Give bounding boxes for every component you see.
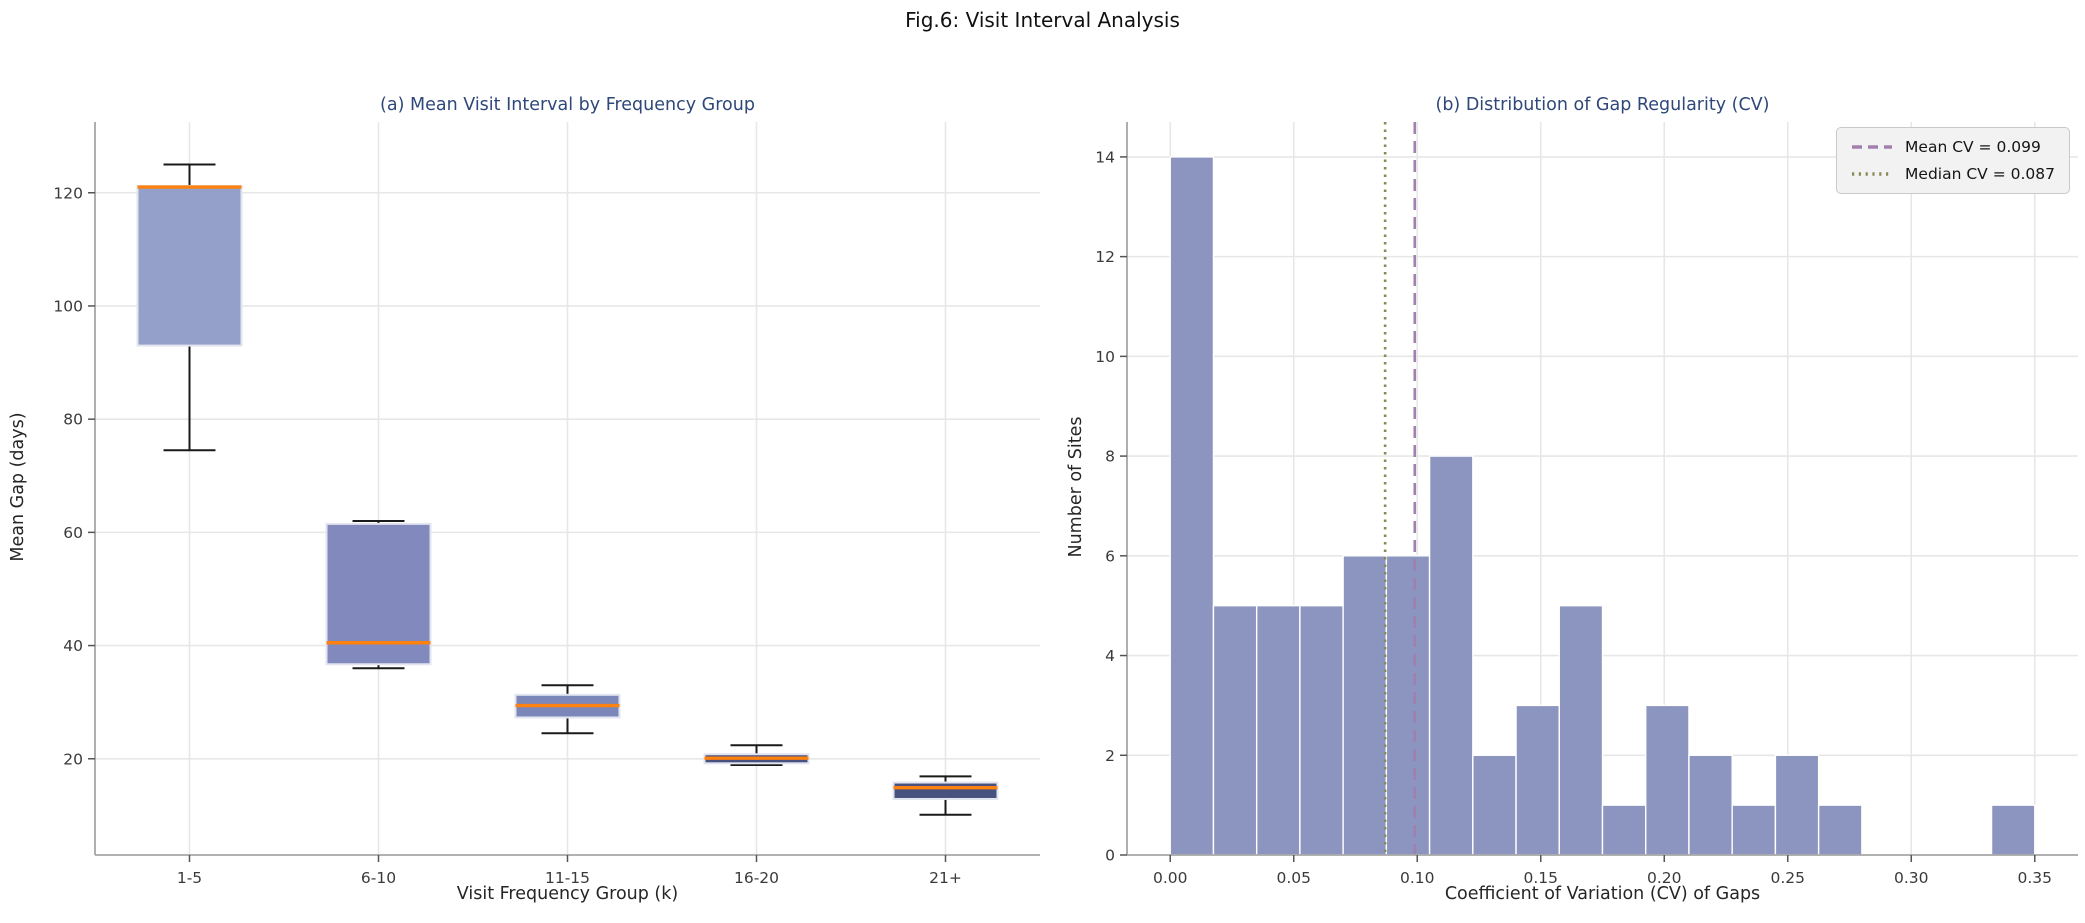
y-tick-label: 60	[63, 524, 83, 542]
subplot-a-title: (a) Mean Visit Interval by Frequency Gro…	[380, 95, 755, 115]
histogram-canvas: 0 2 4 6 8 10 12 14 0.00 0.05 0.10 0.15 0.20 0.25 0.30 0…	[1095, 122, 2078, 887]
x-tick-label: 16-20	[734, 869, 779, 887]
box-iqr	[325, 522, 432, 666]
box-plot-16-20	[703, 744, 810, 767]
y-tick-label: 80	[63, 411, 83, 429]
histogram-bar	[1731, 804, 1777, 856]
box-plot-6-10	[325, 520, 432, 670]
histogram-bar	[1428, 455, 1474, 856]
boxplot-yaxis-label: Mean Gap (days)	[8, 412, 28, 562]
subplot-b-title: (b) Distribution of Gap Regularity (CV)	[1435, 95, 1770, 115]
y-tick-label: 10	[1095, 348, 1115, 366]
histogram-bar	[1255, 604, 1301, 856]
legend-label-mean-cv: Mean CV = 0.099	[1905, 138, 2041, 156]
histogram-bar	[1472, 754, 1517, 856]
figure-title: Fig.6: Visit Interval Analysis	[905, 8, 1180, 32]
histogram-bar	[1385, 555, 1431, 856]
y-tick-label: 2	[1105, 747, 1115, 765]
x-tick-label: 0.10	[1400, 869, 1435, 887]
histogram-bar	[1169, 156, 1215, 856]
mean-cv-dashed-line-icon	[1852, 145, 1893, 149]
legend-item-median-cv: Median CV = 0.087	[1851, 165, 2055, 183]
box-plot-1-5	[136, 163, 243, 452]
x-tick-label: 21+	[929, 869, 962, 887]
histogram-bar	[1990, 804, 2036, 856]
y-tick-label: 6	[1105, 547, 1115, 565]
box-plot-21+	[892, 775, 999, 816]
histogram-bar	[1342, 555, 1388, 856]
y-tick-label: 12	[1095, 248, 1115, 266]
median-cv-dotted-line-icon	[1852, 172, 1893, 176]
histogram-xaxis-label: Coefficient of Variation (CV) of Gaps	[1444, 884, 1761, 904]
histogram-bar	[1817, 804, 1863, 856]
x-tick-label: 11-15	[545, 869, 590, 887]
y-tick-label: 0	[1105, 847, 1115, 865]
x-tick-label: 0.35	[2018, 869, 2053, 887]
x-tick-label: 0.00	[1153, 869, 1188, 887]
histogram-bar	[1299, 604, 1344, 856]
y-tick-label: 40	[63, 637, 83, 655]
boxplot-canvas: 20 40 60 80 100 120 1-5 6-10 11-15 16-20 21+	[53, 122, 1040, 887]
histogram-bar	[1212, 604, 1258, 856]
y-tick-label: 14	[1095, 148, 1115, 166]
histogram-bar	[1645, 704, 1690, 856]
box-iqr	[136, 184, 243, 347]
box-iqr	[892, 781, 999, 800]
histogram-yaxis-label: Number of Sites	[1066, 416, 1086, 558]
y-tick-label: 100	[53, 297, 83, 315]
x-tick-label: 0.05	[1276, 869, 1311, 887]
boxplot-xaxis-label: Visit Frequency Group (k)	[456, 884, 679, 904]
legend: Mean CV = 0.099 Median CV = 0.087	[1836, 127, 2070, 194]
y-tick-label: 4	[1105, 647, 1115, 665]
x-tick-label: 6-10	[361, 869, 396, 887]
x-tick-label: 0.30	[1894, 869, 1929, 887]
x-tick-label: 1-5	[177, 869, 202, 887]
y-tick-label: 120	[53, 184, 83, 202]
histogram-bar	[1558, 604, 1604, 856]
y-tick-label: 8	[1105, 448, 1115, 466]
y-tick-label: 20	[63, 750, 83, 768]
histogram-bar	[1601, 804, 1647, 856]
histogram-bar	[1774, 754, 1820, 856]
legend-item-mean-cv: Mean CV = 0.099	[1851, 138, 2055, 156]
histogram-bar	[1515, 704, 1560, 856]
box-plot-11-15	[514, 684, 621, 735]
x-tick-label: 0.15	[1523, 869, 1558, 887]
histogram-bar	[1688, 754, 1733, 856]
x-tick-label: 0.25	[1771, 869, 1806, 887]
x-tick-label: 0.20	[1647, 869, 1682, 887]
legend-label-median-cv: Median CV = 0.087	[1905, 165, 2055, 183]
